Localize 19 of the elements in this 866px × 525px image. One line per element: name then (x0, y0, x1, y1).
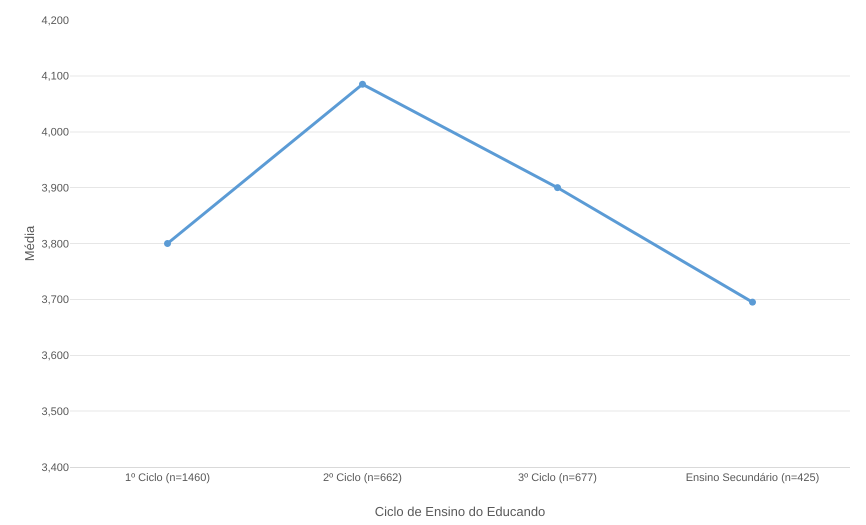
y-tick-label: 4,000 (41, 126, 69, 139)
x-tick-label: 1º Ciclo (n=1460) (124, 472, 210, 484)
point (359, 80, 366, 88)
y-tick-label: 3,500 (41, 406, 69, 418)
y-tick-label: 3,400 (41, 462, 69, 474)
y-tick-label: 3,800 (41, 238, 69, 250)
y-axis-title: Média (22, 225, 37, 262)
y-tick-label: 3,900 (41, 182, 69, 194)
x-axis-title: Ciclo de Ensino do Educando (374, 504, 546, 519)
x-tick-label: Ensino Secundário (n=425) (686, 472, 820, 484)
point (554, 184, 561, 192)
point (749, 298, 756, 306)
y-tick-label: 3,700 (41, 294, 69, 306)
y-tick-label: 3,600 (41, 350, 69, 362)
x-tick-label: 3º Ciclo (n=677) (518, 472, 597, 484)
y-tick-label: 4,100 (41, 70, 69, 83)
point (164, 240, 171, 247)
x-tick-label: 2º Ciclo (n=662) (323, 472, 402, 484)
y-tick-label: 4,200 (41, 14, 69, 27)
